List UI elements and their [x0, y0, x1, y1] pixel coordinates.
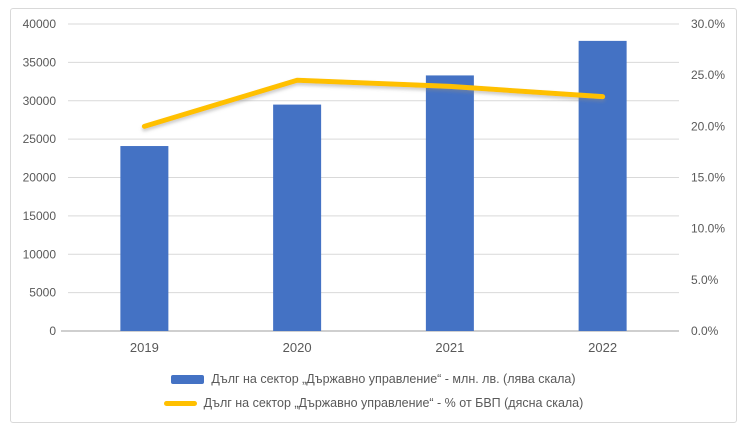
right-axis-tick-25.0%: 25.0%: [691, 68, 725, 82]
left-axis-tick-30000: 30000: [23, 94, 57, 108]
x-label-2019: 2019: [130, 340, 159, 355]
left-axis-tick-0: 0: [49, 324, 56, 338]
left-axis-tick-25000: 25000: [23, 132, 57, 146]
left-axis-tick-10000: 10000: [23, 247, 57, 261]
x-label-2020: 2020: [283, 340, 312, 355]
left-axis-tick-15000: 15000: [23, 209, 57, 223]
left-axis-tick-5000: 5000: [29, 286, 56, 300]
left-axis-tick-40000: 40000: [23, 17, 57, 31]
right-axis-tick-5.0%: 5.0%: [691, 273, 719, 287]
chart-legend: Дълг на сектор „Държавно управление“ - м…: [11, 371, 736, 411]
left-axis-tick-20000: 20000: [23, 171, 57, 185]
bar-2022: [578, 40, 627, 331]
x-label-2021: 2021: [435, 340, 464, 355]
bar-2020: [273, 104, 322, 332]
right-axis-tick-10.0%: 10.0%: [691, 222, 725, 236]
right-axis-tick-30.0%: 30.0%: [691, 17, 725, 31]
right-axis-tick-0.0%: 0.0%: [691, 324, 719, 338]
legend-swatch-line: [163, 400, 197, 406]
x-label-2022: 2022: [588, 340, 617, 355]
legend-item-bar-series: Дълг на сектор „Държавно управление“ - м…: [171, 371, 576, 387]
legend-label-bar-series: Дълг на сектор „Държавно управление“ - м…: [211, 372, 576, 386]
chart-svg: 0 5000 10000 15000 20000 25000 30000 35000 40000…: [23, 17, 726, 355]
bar-2019: [120, 146, 169, 331]
right-axis-tick-15.0%: 15.0%: [691, 171, 725, 185]
legend-item-line-series: Дълг на сектор „Държавно управление“ - %…: [163, 395, 584, 411]
bar-2021: [425, 75, 474, 331]
chart-frame: 0 5000 10000 15000 20000 25000 30000 35000 40000…: [10, 8, 737, 423]
legend-swatch-bar: [171, 374, 205, 384]
debt-pct-line: [141, 77, 606, 129]
right-axis-tick-20.0%: 20.0%: [691, 119, 725, 133]
left-axis-tick-35000: 35000: [23, 55, 57, 69]
legend-label-line-series: Дълг на сектор „Държавно управление“ - %…: [203, 396, 584, 410]
